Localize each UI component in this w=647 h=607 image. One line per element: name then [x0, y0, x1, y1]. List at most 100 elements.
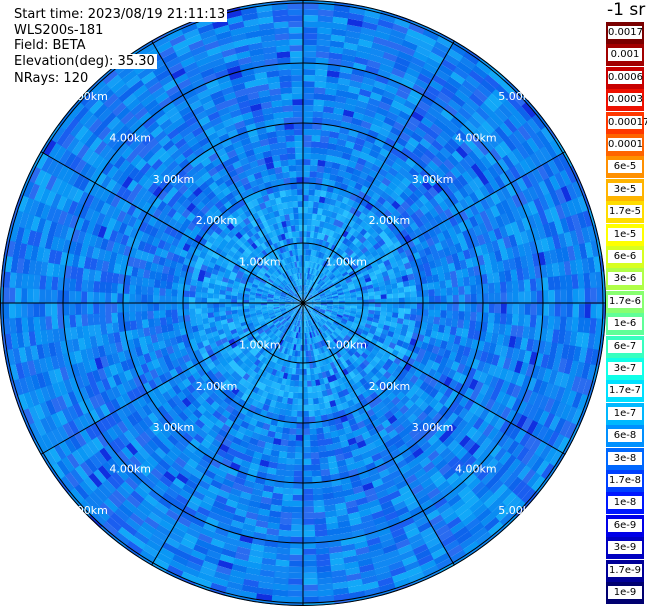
range-gate-cell [411, 332, 419, 341]
range-gate-cell [451, 343, 460, 354]
range-gate-cell [235, 260, 243, 267]
range-gate-cell [317, 341, 323, 348]
range-gate-cell [304, 308, 307, 315]
range-gate-cell [452, 371, 462, 383]
range-gate-cell [95, 258, 104, 272]
range-gate-cell [265, 162, 275, 170]
range-gate-cell [287, 159, 297, 166]
range-gate-cell [308, 303, 315, 305]
range-gate-cell [213, 307, 220, 313]
range-gate-cell [295, 368, 300, 375]
range-gate-cell [246, 173, 257, 183]
range-gate-cell [18, 376, 30, 394]
range-gate-cell [99, 88, 116, 104]
range-gate-cell [64, 264, 73, 279]
range-gate-cell [301, 285, 303, 292]
range-gate-cell [364, 461, 377, 472]
range-gate-cell [9, 286, 16, 303]
range-gate-cell [171, 394, 182, 405]
range-gate-cell [331, 28, 348, 37]
range-gate-cell [223, 452, 235, 462]
range-gate-cell [144, 260, 153, 271]
range-gate-cell [375, 489, 389, 500]
range-gate-cell [48, 341, 57, 357]
range-gate-cell [215, 101, 229, 112]
range-gate-cell [426, 487, 441, 500]
range-gate-cell [261, 490, 273, 499]
range-gate-cell [349, 327, 357, 334]
range-gate-cell [291, 231, 297, 238]
range-gate-cell [291, 368, 297, 375]
range-gate-cell [252, 249, 260, 257]
range-gate-cell [274, 311, 282, 316]
range-gate-cell [377, 468, 391, 479]
range-gate-cell [359, 318, 367, 324]
range-gate-cell [190, 422, 202, 434]
range-gate-cell [412, 407, 424, 419]
range-gate-cell [281, 334, 287, 341]
range-gate-cell [280, 326, 286, 333]
range-gate-cell [394, 479, 408, 491]
range-gate-cell [288, 554, 303, 561]
range-gate-cell [280, 433, 290, 441]
range-gate-cell [144, 165, 157, 179]
range-gate-cell [110, 78, 127, 94]
range-gate-cell [302, 362, 307, 369]
range-gate-cell [135, 310, 142, 321]
range-gate-cell [162, 411, 174, 424]
range-gate-cell [147, 411, 159, 424]
range-gate-cell [153, 446, 167, 460]
range-gate-cell [53, 340, 63, 356]
range-gate-cell [348, 356, 356, 364]
range-gate-cell [307, 313, 312, 320]
range-gate-cell [220, 112, 233, 123]
range-gate-cell [120, 404, 132, 418]
range-gate-cell [498, 469, 513, 485]
range-gate-cell [315, 63, 330, 71]
range-gate-cell [138, 258, 147, 270]
range-gate-cell [412, 326, 421, 335]
range-gate-cell [365, 345, 374, 353]
range-gate-cell [262, 484, 274, 493]
range-gate-cell [45, 430, 59, 447]
range-gate-cell [299, 320, 302, 327]
range-gate-cell [450, 361, 460, 372]
range-gate-cell [166, 28, 185, 42]
range-gate-cell [178, 105, 193, 117]
range-gate-cell [297, 308, 301, 314]
range-gate-cell [310, 452, 320, 459]
range-gate-cell [189, 313, 197, 321]
range-gate-cell [344, 140, 356, 150]
range-gate-cell [395, 322, 403, 330]
range-gate-cell [586, 364, 597, 382]
range-gate-cell [69, 289, 76, 303]
range-gate-cell [93, 121, 108, 137]
range-gate-cell [55, 458, 71, 476]
range-gate-cell [273, 307, 280, 311]
range-gate-cell [111, 206, 122, 221]
range-gate-cell [259, 428, 269, 437]
range-gate-cell [108, 363, 119, 377]
range-gate-cell [261, 323, 268, 330]
range-gate-cell [357, 324, 365, 331]
range-gate-cell [214, 279, 222, 286]
range-gate-cell [302, 434, 311, 441]
range-gate-cell [463, 376, 473, 389]
range-gate-cell [77, 399, 90, 415]
range-gate-cell [123, 292, 130, 303]
range-gate-cell [303, 15, 320, 22]
range-gate-cell [380, 307, 387, 313]
range-gate-cell [490, 502, 507, 518]
range-gate-cell [288, 330, 293, 337]
range-gate-cell [196, 428, 208, 439]
range-gate-cell [315, 385, 322, 392]
range-gate-cell [292, 482, 303, 489]
range-gate-cell [36, 343, 45, 360]
range-gate-cell [361, 581, 380, 591]
range-gate-cell [177, 194, 188, 205]
range-gate-cell [223, 234, 232, 243]
range-gate-cell [225, 290, 232, 296]
range-gate-cell [150, 506, 166, 520]
range-gate-cell [261, 306, 268, 310]
range-gate-cell [445, 423, 457, 437]
